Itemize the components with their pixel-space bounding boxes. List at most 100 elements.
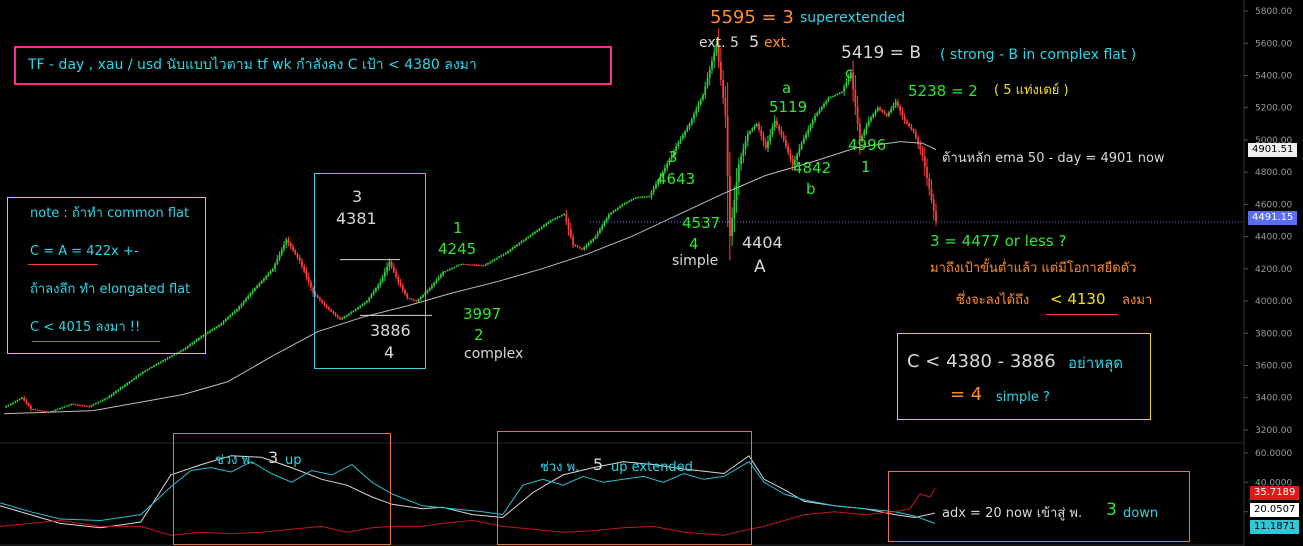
adx1-num: 3 bbox=[268, 448, 279, 467]
note-line-4: C < 4015 ลงมา !! bbox=[30, 320, 141, 335]
label-5-days: ( 5 แท่งเดย์ ) bbox=[994, 83, 1069, 98]
candle-body bbox=[551, 219, 554, 221]
candle-body bbox=[522, 239, 525, 242]
candle-body bbox=[717, 44, 720, 63]
candle-body bbox=[901, 111, 904, 116]
candle-body bbox=[702, 94, 704, 100]
candle-body bbox=[502, 254, 505, 256]
label-simple: simple bbox=[672, 253, 719, 269]
candle-body bbox=[177, 351, 180, 354]
label-w4b: 4 bbox=[689, 235, 699, 253]
candle-body bbox=[316, 295, 319, 298]
candle-body bbox=[567, 221, 570, 230]
candle-body bbox=[171, 355, 173, 357]
label-target-note: มาถึงเป้าขั้นต่ำแล้ว แต่มีโอกาสยืดตัว bbox=[930, 261, 1137, 276]
candle-body bbox=[495, 257, 498, 260]
candle-body bbox=[294, 250, 297, 254]
price-tick-label: 4400.00 bbox=[1255, 233, 1292, 243]
price-tick-label: 4800.00 bbox=[1255, 168, 1292, 178]
candle-body bbox=[56, 409, 59, 410]
candle-body bbox=[182, 349, 185, 351]
candle-body bbox=[628, 200, 630, 203]
candle-body bbox=[507, 251, 509, 253]
candle-body bbox=[780, 130, 783, 136]
candle-body bbox=[186, 346, 189, 348]
candle-body bbox=[935, 210, 937, 222]
candle-body bbox=[525, 238, 527, 240]
candle-body bbox=[755, 123, 758, 127]
candle-body bbox=[124, 384, 126, 387]
candle-body bbox=[874, 110, 877, 115]
candle-body bbox=[52, 410, 55, 412]
candle-body bbox=[366, 301, 368, 303]
candle-body bbox=[79, 405, 82, 407]
candle-body bbox=[59, 408, 61, 410]
candle-body bbox=[357, 307, 359, 310]
candle-body bbox=[43, 411, 46, 413]
candle-body bbox=[643, 196, 646, 198]
label-5595: 5595 = 3 bbox=[710, 7, 794, 28]
candle-body bbox=[155, 364, 158, 366]
candle-body bbox=[534, 231, 536, 234]
adx-tick-label: 40.0000 bbox=[1255, 478, 1292, 488]
candle-body bbox=[751, 128, 754, 132]
candle-body bbox=[21, 397, 23, 399]
candle-body bbox=[531, 233, 534, 235]
candle-body bbox=[191, 342, 194, 345]
candle-body bbox=[583, 247, 586, 250]
candle-body bbox=[885, 113, 888, 116]
candle-body bbox=[576, 245, 579, 248]
note-underline-1 bbox=[28, 264, 98, 265]
candle-body bbox=[287, 239, 290, 244]
candle-body bbox=[72, 404, 75, 406]
candle-body bbox=[130, 380, 133, 382]
candle-body bbox=[401, 285, 404, 290]
candle-body bbox=[16, 400, 19, 402]
candle-body bbox=[173, 354, 176, 356]
candle-body bbox=[455, 266, 458, 268]
candle-body bbox=[121, 386, 124, 389]
candle-body bbox=[108, 396, 111, 398]
candle-body bbox=[487, 263, 489, 265]
label-3997: 3997 bbox=[463, 305, 502, 323]
candle-body bbox=[536, 230, 539, 232]
candle-body bbox=[543, 225, 545, 227]
candle-body bbox=[697, 104, 700, 110]
title-box bbox=[14, 46, 612, 85]
candle-body bbox=[103, 398, 106, 400]
label-4130: < 4130 bbox=[1050, 290, 1106, 308]
candle-body bbox=[25, 400, 28, 404]
candle-body bbox=[733, 200, 736, 219]
label-target: 3 = 4477 or less ? bbox=[930, 232, 1067, 250]
candle-body bbox=[453, 267, 456, 269]
candle-body bbox=[802, 138, 805, 144]
label-down: ลงมา bbox=[1122, 293, 1153, 308]
candle-body bbox=[336, 315, 339, 318]
candle-body bbox=[377, 284, 380, 289]
candle-body bbox=[437, 277, 440, 281]
candle-body bbox=[814, 115, 816, 121]
candle-body bbox=[404, 289, 406, 294]
candle-body bbox=[381, 276, 384, 282]
label-w1: 1 bbox=[453, 219, 463, 237]
candle-body bbox=[146, 369, 149, 371]
candle-body bbox=[298, 257, 301, 261]
candle-body bbox=[321, 300, 324, 303]
label-ext: ext. bbox=[764, 35, 791, 51]
adx3-suffix: down bbox=[1123, 506, 1159, 521]
candle-body bbox=[442, 272, 445, 275]
candle-body bbox=[912, 129, 915, 132]
candle-body bbox=[823, 103, 825, 107]
candle-body bbox=[359, 305, 362, 308]
candle-body bbox=[513, 246, 516, 248]
candle-body bbox=[491, 260, 494, 262]
candle-body bbox=[538, 228, 541, 231]
candle-body bbox=[708, 69, 711, 78]
price-tag-last: 4491.15 bbox=[1248, 211, 1298, 225]
candle-body bbox=[276, 259, 279, 264]
candle-body bbox=[776, 120, 778, 126]
candle-body bbox=[224, 319, 227, 322]
candle-body bbox=[554, 218, 557, 220]
candle-body bbox=[684, 131, 686, 136]
label-eq-4: = 4 bbox=[950, 384, 983, 405]
